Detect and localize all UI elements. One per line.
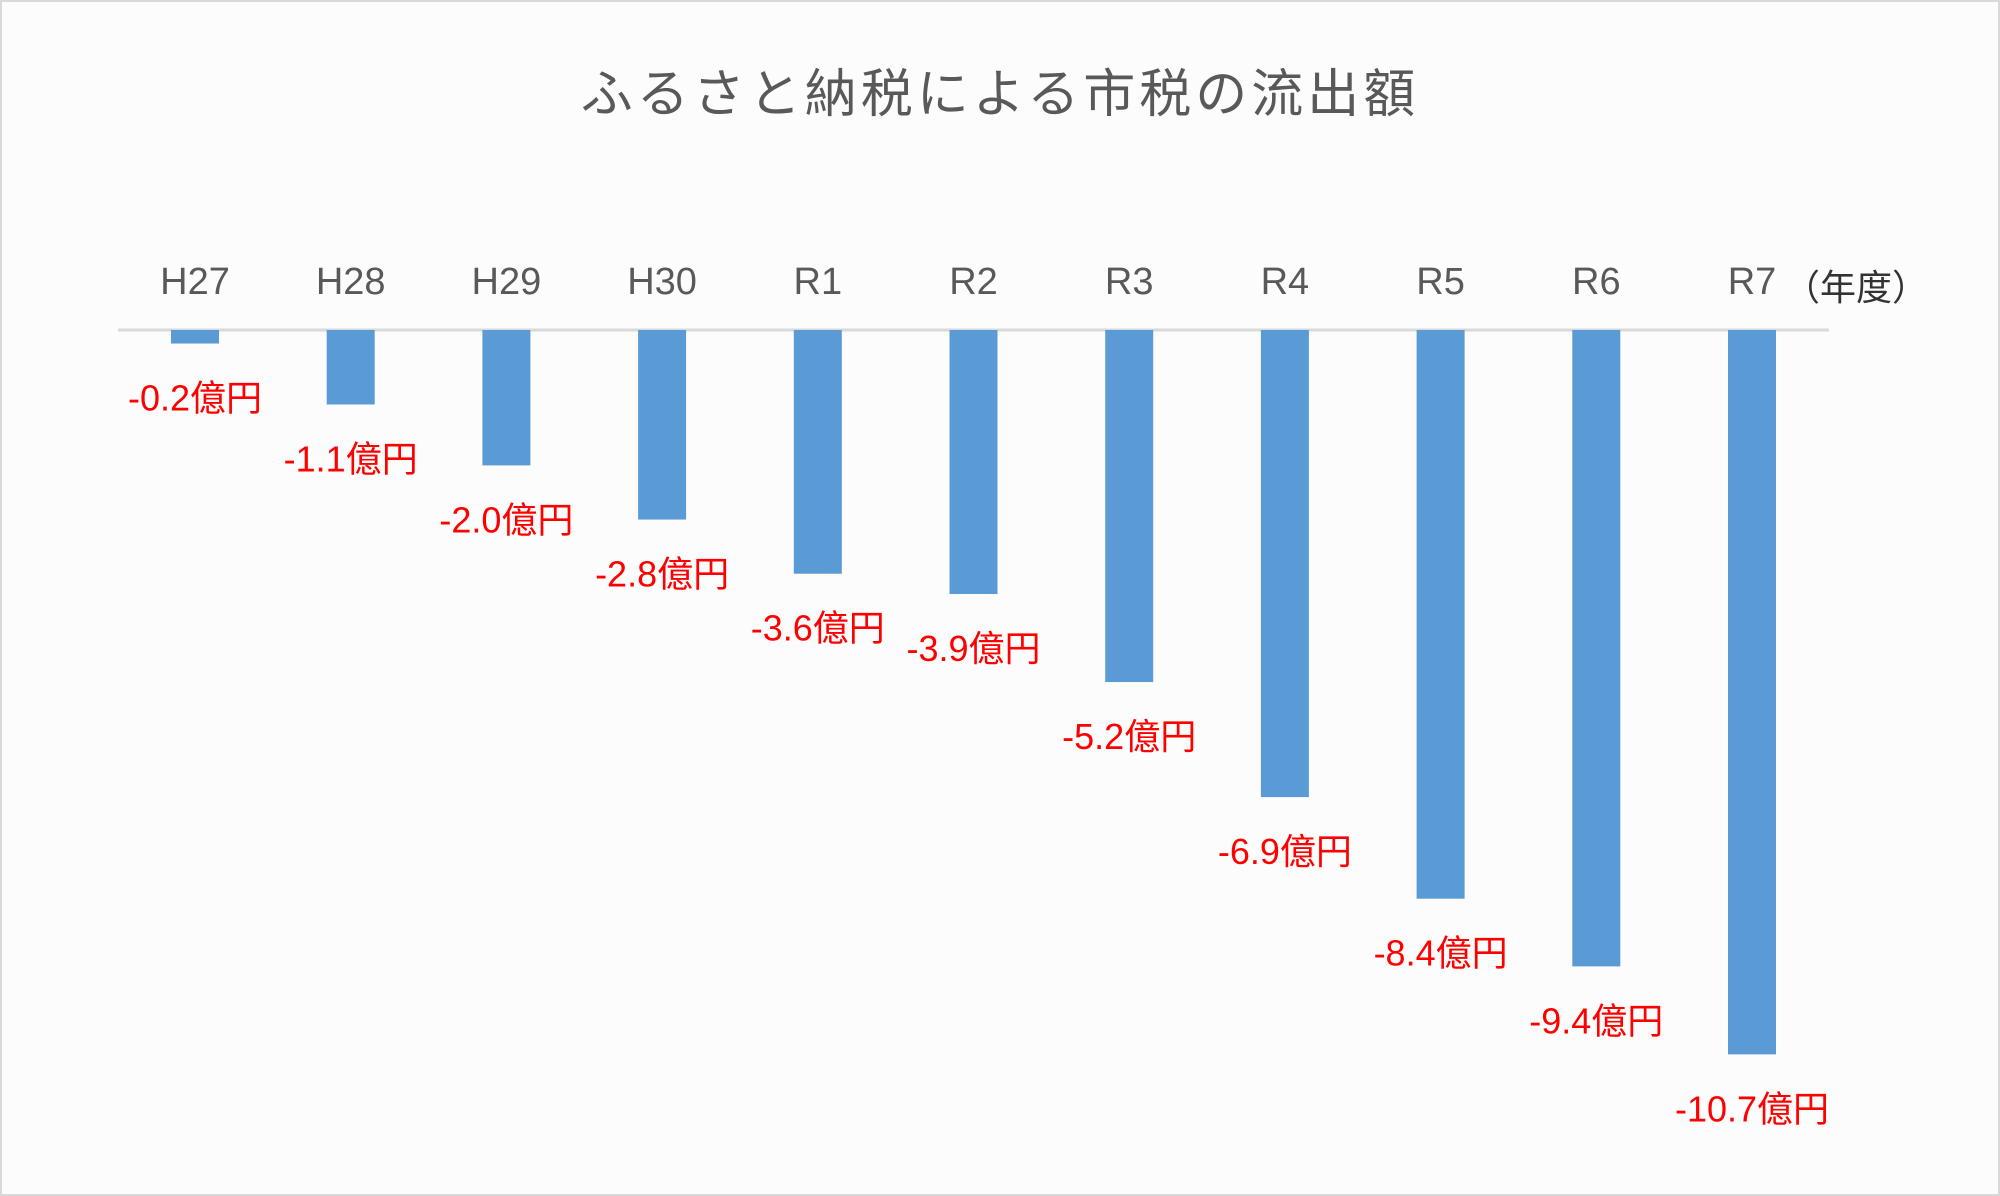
data-label: -6.9億円 <box>1218 831 1352 872</box>
data-label: -5.2億円 <box>1062 716 1196 757</box>
x-tick-label: H29 <box>472 261 542 303</box>
data-label: -3.6億円 <box>751 608 885 649</box>
bar-H29 <box>482 330 531 466</box>
x-tick-label: H30 <box>627 261 697 303</box>
bar-R6 <box>1572 330 1621 967</box>
x-tick-label: R3 <box>1105 261 1154 303</box>
x-tick-label: R2 <box>949 261 998 303</box>
bar-R2 <box>949 330 998 595</box>
data-label: -9.4億円 <box>1529 1000 1663 1041</box>
x-tick-label: H27 <box>160 261 230 303</box>
data-label: -3.9億円 <box>906 628 1040 669</box>
chart-title: ふるさと納税による市税の流出額 <box>580 65 1420 125</box>
x-tick-label: H28 <box>316 261 386 303</box>
bar-H28 <box>326 330 375 405</box>
x-tick-label: R1 <box>794 261 843 303</box>
bar-R1 <box>793 330 842 574</box>
data-label: -0.2億円 <box>128 378 262 419</box>
data-label: -2.8億円 <box>595 554 729 595</box>
data-label: -10.7億円 <box>1675 1088 1829 1129</box>
x-tick-label: R4 <box>1261 261 1310 303</box>
bar-H30 <box>638 330 687 520</box>
x-tick-label: R7 <box>1728 261 1777 303</box>
bar-R3 <box>1105 330 1154 683</box>
x-axis-unit-label: （年度） <box>1784 268 1928 309</box>
x-tick-label: R6 <box>1572 261 1621 303</box>
bar-R5 <box>1416 330 1465 899</box>
x-tick-label: R5 <box>1416 261 1465 303</box>
data-label: -8.4億円 <box>1374 933 1508 974</box>
bar-R7 <box>1728 330 1776 1055</box>
bar-R4 <box>1260 330 1309 798</box>
data-label: -2.0億円 <box>439 499 573 540</box>
bar-H27 <box>171 330 219 344</box>
data-label: -1.1億円 <box>284 438 418 479</box>
